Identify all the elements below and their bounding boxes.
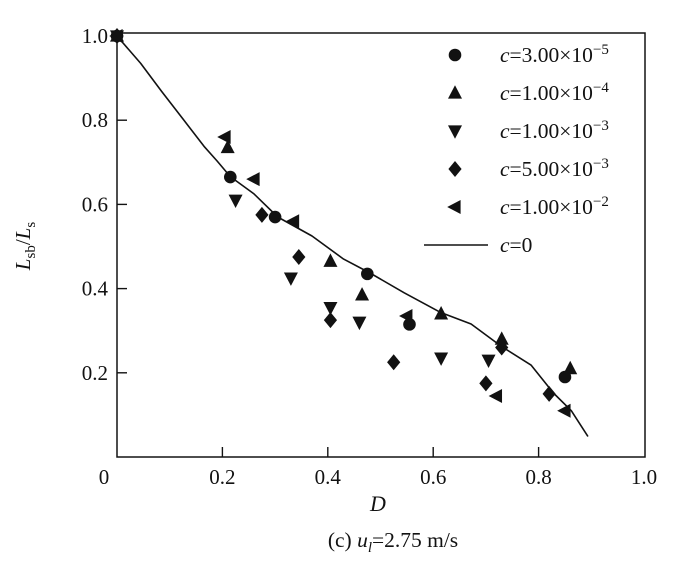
data-point: [323, 312, 338, 329]
series-triangle-down: [110, 30, 496, 368]
diamond-legend-marker: [448, 161, 462, 177]
plot-frame: [116, 32, 646, 458]
y-tick-label: 0.4: [82, 277, 109, 301]
legend-label: c=1.00×10−2: [500, 194, 609, 219]
triangle-down-legend-marker: [448, 125, 462, 139]
x-tick-label: 0.2: [209, 465, 235, 489]
legend-label: c=3.00×10−5: [500, 42, 609, 67]
x-tick-label: 0: [99, 465, 110, 489]
series-triangle-left: [109, 29, 571, 418]
legend-item: c=5.00×10−3: [448, 156, 609, 181]
data-point: [481, 354, 496, 368]
data-point: [220, 139, 235, 154]
series-diamond: [110, 28, 556, 402]
data-point: [323, 301, 338, 316]
legend: c=3.00×10−5 c=1.00×10−4 c=1.00×10−3 c=5.00×…: [424, 42, 609, 257]
legend-item: c=1.00×10−2: [447, 194, 609, 219]
legend-label: c=1.00×10−4: [500, 80, 609, 105]
x-tick-label: 0.6: [420, 465, 446, 489]
x-tick-label: 0.8: [525, 465, 551, 489]
y-tick-label: 0.2: [82, 361, 108, 385]
data-point: [228, 194, 243, 208]
data-point: [352, 316, 367, 331]
x-tick-label: 0.4: [315, 465, 342, 489]
data-point: [399, 308, 413, 323]
data-point: [488, 388, 503, 403]
legend-label: c=1.00×10−3: [500, 118, 609, 143]
legend-item: c=0: [424, 233, 532, 257]
y-tick-label: 0.6: [82, 192, 108, 216]
legend-label: c=0: [500, 233, 532, 257]
data-point: [255, 206, 269, 223]
circle-legend-marker: [448, 48, 462, 62]
data-point: [494, 331, 509, 345]
legend-item: c=3.00×10−5: [448, 42, 609, 67]
data-point: [355, 287, 370, 301]
x-axis-label: D: [369, 491, 386, 516]
data-point: [268, 210, 282, 224]
triangle-left-legend-marker: [447, 200, 461, 214]
series-line: [116, 35, 589, 437]
legend-item: c=1.00×10−3: [448, 118, 609, 143]
y-tick-label: 0.8: [82, 108, 108, 132]
y-axis-label: Lsb/Ls: [11, 222, 39, 272]
data-point: [323, 253, 338, 267]
data-point: [479, 375, 493, 392]
data-point: [292, 249, 306, 266]
data-point: [434, 352, 449, 366]
caption: (c) ul=2.75 m/s: [328, 528, 458, 556]
data-point: [283, 272, 298, 286]
data-point: [285, 214, 300, 229]
x-tick-label: 1.0: [631, 465, 657, 489]
data-point: [246, 172, 260, 187]
data-point: [542, 385, 556, 402]
legend-item: c=1.00×10−4: [448, 80, 609, 105]
data-point: [217, 130, 231, 145]
data-point: [563, 360, 578, 375]
data-point: [403, 318, 416, 331]
data-point: [387, 354, 401, 371]
data-point: [495, 339, 509, 356]
triangle-up-legend-marker: [448, 85, 462, 99]
legend-label: c=5.00×10−3: [500, 156, 609, 181]
c0-line: [116, 35, 589, 437]
y-tick-label: 1.0: [82, 24, 108, 48]
